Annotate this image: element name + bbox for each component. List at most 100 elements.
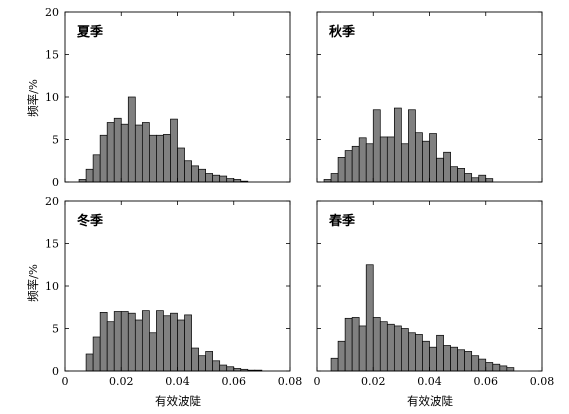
panel-summer: 0 5 10 15 20 夏季	[45, 6, 291, 189]
bar-spring-14	[429, 346, 437, 372]
bar-summer-10	[149, 134, 157, 183]
bar-autumn-3	[344, 150, 353, 183]
bar-summer-11	[156, 134, 164, 183]
bar-spring-11	[408, 332, 416, 372]
panel-autumn: 秋季	[316, 11, 543, 183]
ytick-label-winter-4: 20	[45, 195, 59, 208]
ytick-label-summer-3: 15	[45, 49, 59, 62]
bar-spring-7	[379, 321, 388, 372]
ytick-label-winter-2: 10	[45, 280, 59, 293]
bar-summer-8	[134, 124, 143, 183]
bar-winter-13	[177, 319, 185, 372]
bar-spring-0	[330, 357, 339, 372]
bar-autumn-14	[422, 140, 430, 183]
xtick-label-winter-0: 0	[62, 375, 69, 388]
bar-winter-17	[205, 351, 214, 372]
xtick-label-winter-4: 0.08	[278, 375, 303, 388]
bar-summer-9	[141, 122, 150, 183]
bar-autumn-1	[330, 173, 339, 183]
panel-spring: 0 0.02 0.04 0.06 0.08 春季	[314, 200, 555, 388]
bar-spring-9	[393, 325, 402, 372]
bar-winter-14	[184, 314, 192, 372]
bar-spring-23	[492, 363, 501, 372]
bar-summer-20	[219, 175, 228, 183]
bar-summer-5	[113, 117, 122, 183]
bar-autumn-12	[408, 109, 416, 183]
bar-autumn-7	[372, 109, 381, 183]
bar-spring-13	[422, 340, 430, 372]
bar-summer-7	[127, 96, 136, 183]
xtick-label-winter-2: 0.04	[165, 375, 190, 388]
bar-summer-12	[163, 134, 171, 183]
bar-autumn-10	[393, 107, 402, 183]
bar-winter-9	[149, 332, 157, 372]
bar-spring-4	[358, 325, 367, 372]
bar-winter-3	[106, 321, 115, 372]
xtick-label-spring-3: 0.06	[474, 375, 499, 388]
bar-spring-1	[337, 340, 346, 372]
bar-winter-16	[198, 355, 206, 372]
bar-autumn-16	[436, 157, 444, 183]
bar-spring-20	[471, 355, 480, 372]
bar-spring-2	[344, 317, 353, 372]
bar-winter-0	[85, 353, 94, 372]
bar-autumn-4	[351, 145, 360, 183]
bar-autumn-23	[485, 178, 494, 183]
season-title-autumn: 秋季	[329, 24, 355, 40]
bar-autumn-18	[450, 166, 458, 183]
bar-autumn-9	[386, 136, 395, 183]
bar-autumn-20	[464, 173, 473, 183]
bar-summer-6	[120, 123, 129, 183]
bar-summer-19	[212, 174, 221, 183]
bar-winter-8	[141, 310, 150, 372]
bar-spring-22	[485, 362, 494, 372]
bar-spring-24	[499, 365, 508, 372]
bar-autumn-15	[429, 133, 437, 183]
bar-summer-18	[205, 173, 214, 183]
xtick-label-winter-3: 0.06	[222, 375, 247, 388]
season-title-winter: 冬季	[77, 213, 103, 229]
ytick-label-winter-0: 0	[52, 365, 59, 378]
xtick-label-winter-1: 0.02	[109, 375, 134, 388]
bar-summer-1	[85, 168, 94, 183]
y-axis-label-top: 频率/%	[26, 79, 40, 117]
y-axis-label-bottom: 频率/%	[26, 264, 40, 302]
season-title-spring: 春季	[328, 213, 355, 229]
xtick-label-spring-4: 0.08	[530, 375, 555, 388]
bar-winter-19	[219, 364, 228, 372]
xtick-label-spring-1: 0.02	[361, 375, 386, 388]
bar-autumn-6	[365, 143, 374, 183]
xtick-label-spring-2: 0.04	[417, 375, 442, 388]
bar-winter-20	[226, 366, 235, 372]
x-axis-label-right: 有效波陡	[407, 394, 453, 408]
ytick-label-summer-0: 0	[52, 176, 59, 189]
bar-summer-3	[99, 134, 108, 183]
bar-spring-10	[401, 328, 409, 372]
ytick-label-winter-1: 5	[52, 323, 59, 336]
ytick-label-summer-4: 20	[45, 6, 59, 19]
bar-winter-1	[92, 336, 101, 372]
bar-summer-17	[198, 168, 206, 183]
bar-autumn-2	[337, 157, 346, 183]
bar-winter-5	[120, 311, 129, 372]
bar-spring-12	[415, 334, 423, 372]
bar-winter-10	[156, 310, 164, 372]
bar-winter-18	[212, 360, 221, 372]
ytick-label-summer-2: 10	[45, 91, 59, 104]
bar-autumn-17	[443, 151, 451, 183]
panel-winter: 0 5 10 15 20 0 0.02 0.04 0.06 0.08 冬季	[45, 195, 302, 388]
bar-spring-8	[386, 323, 395, 372]
xtick-label-spring-0: 0	[314, 375, 321, 388]
bar-autumn-21	[471, 177, 480, 183]
bar-summer-21	[226, 178, 235, 183]
season-title-summer: 夏季	[76, 24, 103, 40]
bar-autumn-22	[478, 174, 487, 183]
bar-summer-4	[106, 122, 115, 183]
bar-summer-14	[177, 147, 185, 183]
bar-winter-12	[170, 312, 178, 372]
bar-spring-15	[436, 334, 444, 372]
bar-autumn-19	[457, 168, 466, 183]
bar-summer-13	[170, 118, 178, 183]
bar-autumn-8	[379, 136, 388, 183]
bar-spring-3	[351, 317, 360, 372]
